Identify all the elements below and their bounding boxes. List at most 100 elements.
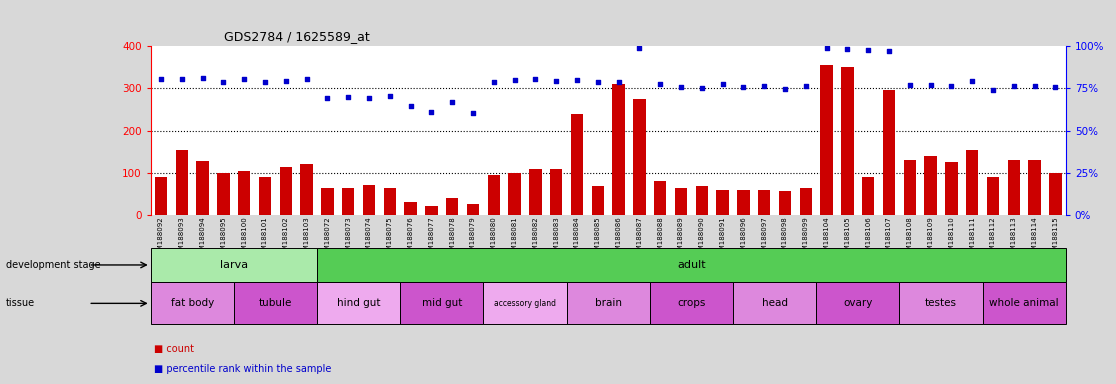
Bar xyxy=(529,169,541,215)
Bar xyxy=(966,149,979,215)
Bar xyxy=(816,282,899,324)
Bar xyxy=(820,65,833,215)
Bar xyxy=(155,177,167,215)
Bar xyxy=(982,282,1066,324)
Bar xyxy=(904,160,916,215)
Bar xyxy=(175,149,189,215)
Point xyxy=(423,109,441,116)
Text: ■ percentile rank within the sample: ■ percentile rank within the sample xyxy=(154,364,331,374)
Bar xyxy=(650,282,733,324)
Text: fat body: fat body xyxy=(171,298,214,308)
Point xyxy=(485,78,503,84)
Bar xyxy=(259,177,271,215)
Point xyxy=(922,82,940,88)
Bar xyxy=(404,202,417,215)
Point xyxy=(194,74,212,81)
Point xyxy=(360,95,378,101)
Point xyxy=(443,99,461,105)
Bar xyxy=(234,282,317,324)
Bar xyxy=(196,161,209,215)
Point xyxy=(609,78,627,84)
Text: head: head xyxy=(761,298,788,308)
Point xyxy=(381,93,398,99)
Bar xyxy=(716,190,729,215)
Point xyxy=(672,84,690,90)
Text: mid gut: mid gut xyxy=(422,298,462,308)
Point xyxy=(527,76,545,82)
Point xyxy=(756,83,773,89)
Point xyxy=(214,79,232,86)
Text: crops: crops xyxy=(677,298,705,308)
Text: testes: testes xyxy=(925,298,958,308)
Point xyxy=(734,84,752,91)
Point xyxy=(402,103,420,109)
Bar xyxy=(1028,160,1041,215)
Bar xyxy=(300,164,312,215)
Text: ■ count: ■ count xyxy=(154,344,194,354)
Point xyxy=(901,82,918,88)
Point xyxy=(776,86,793,92)
Bar xyxy=(654,181,666,215)
Point xyxy=(797,83,815,89)
Bar xyxy=(862,177,875,215)
Point xyxy=(589,79,607,85)
Bar xyxy=(317,282,401,324)
Bar xyxy=(779,190,791,215)
Point xyxy=(235,76,253,82)
Bar xyxy=(883,90,895,215)
Point xyxy=(942,83,960,89)
Bar xyxy=(151,248,317,282)
Bar xyxy=(899,282,982,324)
Point xyxy=(818,45,836,51)
Bar xyxy=(446,198,459,215)
Bar xyxy=(987,177,999,215)
Bar xyxy=(695,186,708,215)
Point xyxy=(963,78,981,84)
Point xyxy=(277,78,295,84)
Point xyxy=(838,46,856,52)
Bar xyxy=(1008,160,1020,215)
Text: GDS2784 / 1625589_at: GDS2784 / 1625589_at xyxy=(224,30,369,43)
Point xyxy=(1004,83,1022,89)
Bar xyxy=(733,282,816,324)
Text: development stage: development stage xyxy=(6,260,100,270)
Bar xyxy=(613,84,625,215)
Bar xyxy=(841,67,854,215)
Bar xyxy=(799,189,812,215)
Bar xyxy=(570,114,584,215)
Bar xyxy=(321,188,334,215)
Point xyxy=(298,76,316,82)
Bar xyxy=(401,282,483,324)
Bar xyxy=(384,188,396,215)
Text: whole animal: whole animal xyxy=(990,298,1059,308)
Bar xyxy=(1049,173,1061,215)
Point xyxy=(859,47,877,53)
Bar xyxy=(488,175,500,215)
Point xyxy=(1047,84,1065,91)
Text: larva: larva xyxy=(220,260,248,270)
Bar xyxy=(633,99,646,215)
Point xyxy=(152,76,170,82)
Bar xyxy=(675,188,687,215)
Text: adult: adult xyxy=(677,260,705,270)
Bar xyxy=(341,188,355,215)
Text: brain: brain xyxy=(595,298,622,308)
Point xyxy=(1026,83,1043,89)
Text: ovary: ovary xyxy=(843,298,873,308)
Point xyxy=(173,76,191,82)
Bar xyxy=(738,190,750,215)
Point xyxy=(652,81,670,87)
Bar xyxy=(280,167,292,215)
Point xyxy=(464,110,482,116)
Point xyxy=(984,87,1002,93)
Point xyxy=(506,77,523,83)
Bar xyxy=(238,170,250,215)
Bar xyxy=(945,162,958,215)
Point xyxy=(714,81,732,87)
Bar xyxy=(567,282,650,324)
Text: accessory gland: accessory gland xyxy=(494,299,556,308)
Point xyxy=(318,94,336,101)
Bar xyxy=(466,204,479,215)
Point xyxy=(693,85,711,91)
Bar xyxy=(363,185,375,215)
